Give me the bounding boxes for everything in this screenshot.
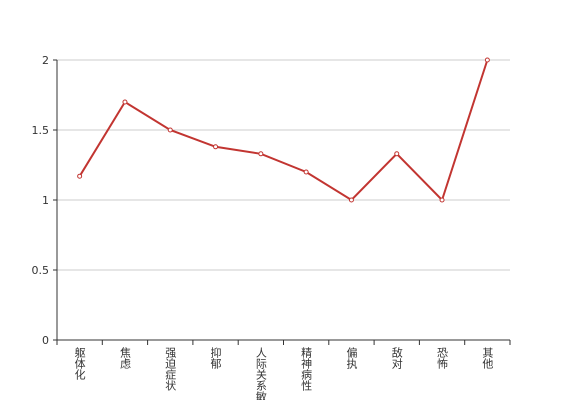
x-tick-label: 焦虑 (118, 347, 131, 369)
point (122, 99, 128, 105)
point (303, 169, 309, 175)
point (213, 144, 219, 150)
x-tick-label: 抑郁 (209, 346, 222, 369)
point (484, 57, 490, 63)
point (167, 127, 173, 133)
point (77, 173, 83, 179)
x-tick-label: 偏执 (345, 346, 358, 370)
y-tick-label: 0 (42, 334, 49, 347)
x-tick-label: 敌对 (390, 346, 403, 369)
point (439, 197, 445, 203)
point (348, 197, 354, 203)
x-tick-label: 人际关系敏感 (254, 347, 267, 400)
x-tick-label: 其他 (481, 347, 494, 369)
y-tick-label: 1 (42, 194, 49, 207)
line (78, 59, 489, 202)
x-tick-label: 强迫症状 (164, 347, 177, 391)
y-tick-label: 2 (42, 54, 49, 67)
point (258, 151, 264, 157)
x-tick-label: 躯体化 (73, 347, 86, 381)
y-tick-label: 0.5 (32, 264, 50, 277)
x-tick-label: 精神病性 (300, 347, 313, 392)
point (394, 151, 400, 157)
y-tick-label: 1.5 (32, 124, 50, 137)
x-tick-label: 恐怖 (436, 347, 449, 369)
